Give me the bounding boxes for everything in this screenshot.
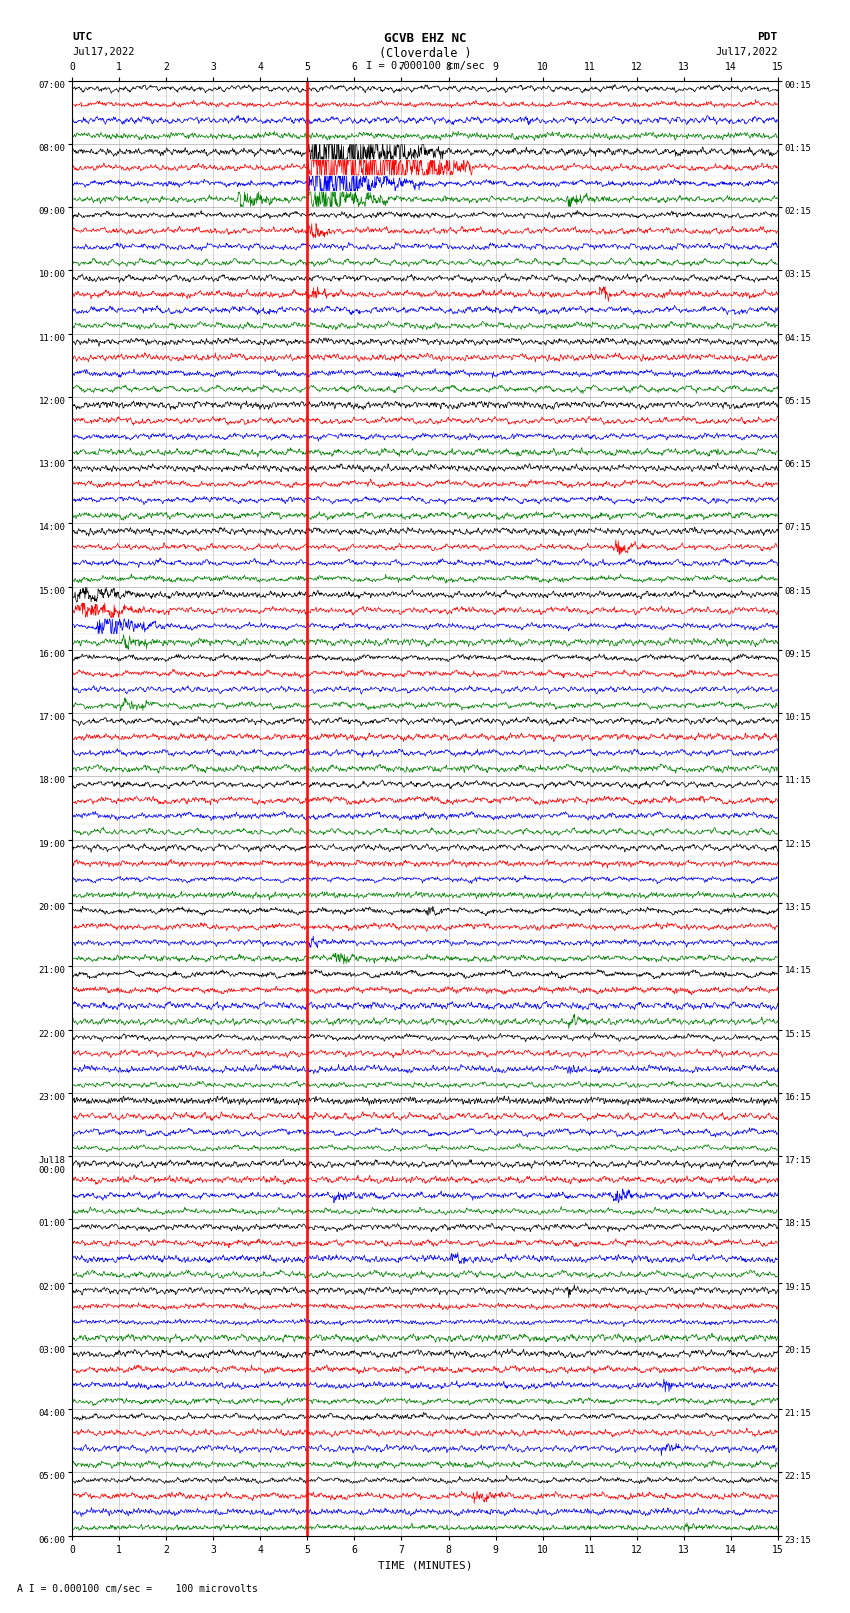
Text: PDT: PDT xyxy=(757,32,778,42)
Text: (Cloverdale ): (Cloverdale ) xyxy=(379,47,471,60)
Text: I = 0.000100 cm/sec: I = 0.000100 cm/sec xyxy=(366,61,484,71)
Text: A I = 0.000100 cm/sec =    100 microvolts: A I = 0.000100 cm/sec = 100 microvolts xyxy=(17,1584,258,1594)
Text: UTC: UTC xyxy=(72,32,93,42)
X-axis label: TIME (MINUTES): TIME (MINUTES) xyxy=(377,1560,473,1569)
Text: Jul17,2022: Jul17,2022 xyxy=(72,47,135,56)
Text: Jul17,2022: Jul17,2022 xyxy=(715,47,778,56)
Text: GCVB EHZ NC: GCVB EHZ NC xyxy=(383,32,467,45)
